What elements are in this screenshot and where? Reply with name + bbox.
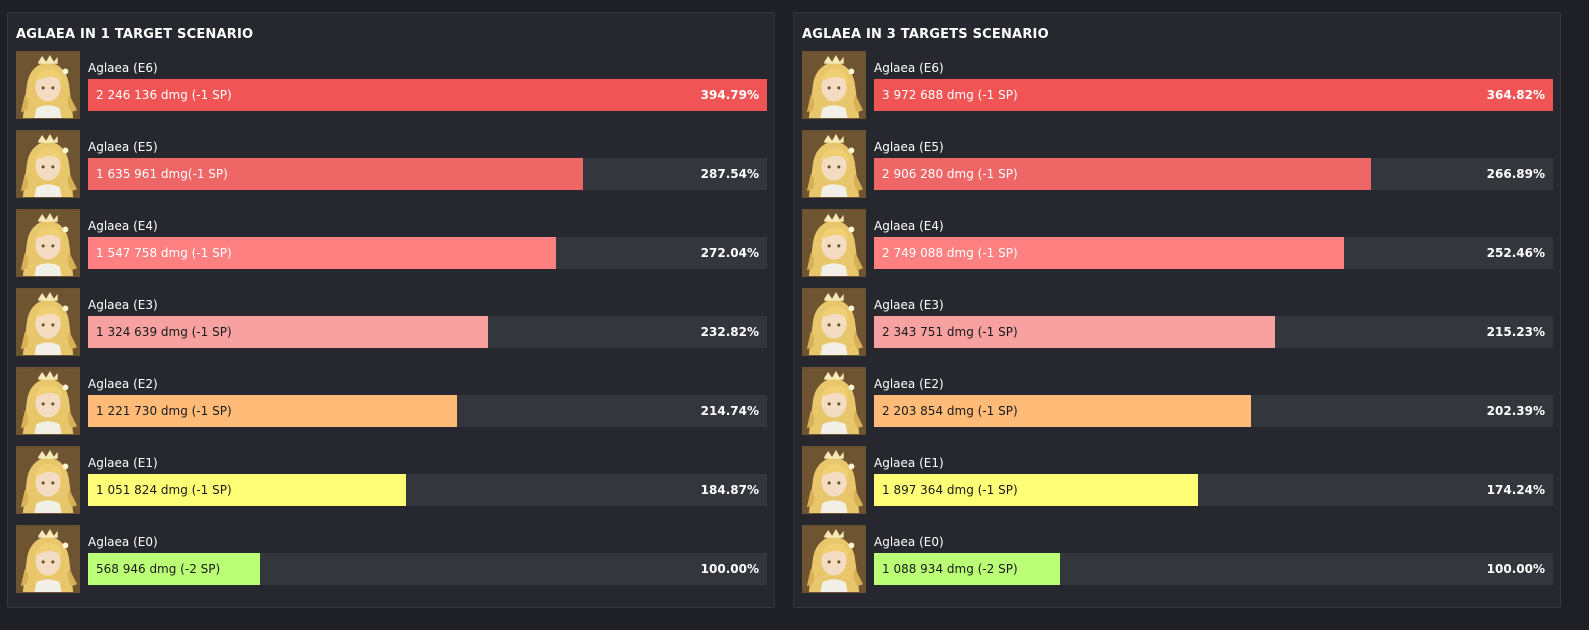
percent-label: 252.46% <box>1486 246 1545 260</box>
bar <box>88 553 260 585</box>
bar-track: 568 946 dmg (-2 SP) 100.00% <box>88 553 767 585</box>
category-label: Aglaea (E3) <box>88 298 158 312</box>
character-avatar-icon <box>16 130 80 198</box>
percent-label: 394.79% <box>700 88 759 102</box>
bar-track: 2 343 751 dmg (-1 SP) 215.23% <box>874 316 1553 348</box>
value-label: 2 203 854 dmg (-1 SP) <box>882 404 1018 418</box>
character-avatar-icon <box>16 446 80 514</box>
category-label: Aglaea (E6) <box>88 61 158 75</box>
character-avatar-icon <box>802 51 866 119</box>
category-label: Aglaea (E5) <box>874 140 944 154</box>
bar-track: 1 221 730 dmg (-1 SP) 214.74% <box>88 395 767 427</box>
bar <box>88 395 458 427</box>
character-avatar-icon <box>802 367 866 435</box>
value-label: 2 343 751 dmg (-1 SP) <box>882 325 1018 339</box>
value-label: 568 946 dmg (-2 SP) <box>96 562 221 576</box>
value-label: 1 221 730 dmg (-1 SP) <box>96 404 232 418</box>
value-label: 1 088 934 dmg (-2 SP) <box>882 562 1018 576</box>
bar-track: 2 906 280 dmg (-1 SP) 266.89% <box>874 158 1553 190</box>
percent-label: 100.00% <box>700 562 759 576</box>
category-label: Aglaea (E4) <box>874 219 944 233</box>
bar <box>874 79 1553 111</box>
bar <box>88 237 556 269</box>
character-avatar-icon <box>16 209 80 277</box>
panel-3-targets: AGLAEA IN 3 TARGETS SCENARIO Aglaea (E6)… <box>793 12 1561 608</box>
value-label: 1 051 824 dmg (-1 SP) <box>96 483 232 497</box>
percent-label: 214.74% <box>700 404 759 418</box>
bar-track: 3 972 688 dmg (-1 SP) 364.82% <box>874 79 1553 111</box>
bar <box>874 395 1251 427</box>
bar <box>88 79 767 111</box>
character-avatar-icon <box>16 51 80 119</box>
character-avatar-icon <box>16 288 80 356</box>
percent-label: 266.89% <box>1486 167 1545 181</box>
category-label: Aglaea (E4) <box>88 219 158 233</box>
character-avatar-icon <box>802 209 866 277</box>
value-label: 1 547 758 dmg (-1 SP) <box>96 246 232 260</box>
value-label: 2 749 088 dmg (-1 SP) <box>882 246 1018 260</box>
bar <box>874 553 1061 585</box>
category-label: Aglaea (E6) <box>874 61 944 75</box>
percent-label: 215.23% <box>1486 325 1545 339</box>
category-label: Aglaea (E5) <box>88 140 158 154</box>
panel-title: AGLAEA IN 1 TARGET SCENARIO <box>16 27 254 42</box>
bar-track: 1 635 961 dmg(-1 SP) 287.54% <box>88 158 767 190</box>
category-label: Aglaea (E1) <box>88 456 158 470</box>
character-avatar-icon <box>802 525 866 593</box>
bar-track: 1 088 934 dmg (-2 SP) 100.00% <box>874 553 1553 585</box>
bar <box>874 158 1371 190</box>
panel-1-target: AGLAEA IN 1 TARGET SCENARIO Aglaea (E6) 2… <box>7 12 775 608</box>
character-avatar-icon <box>802 446 866 514</box>
percent-label: 202.39% <box>1486 404 1545 418</box>
category-label: Aglaea (E2) <box>88 377 158 391</box>
value-label: 1 324 639 dmg (-1 SP) <box>96 325 232 339</box>
bar-track: 1 547 758 dmg (-1 SP) 272.04% <box>88 237 767 269</box>
bar-track: 2 246 136 dmg (-1 SP) 394.79% <box>88 79 767 111</box>
category-label: Aglaea (E0) <box>88 535 158 549</box>
percent-label: 272.04% <box>700 246 759 260</box>
category-label: Aglaea (E3) <box>874 298 944 312</box>
percent-label: 174.24% <box>1486 483 1545 497</box>
percent-label: 184.87% <box>700 483 759 497</box>
bar <box>874 474 1199 506</box>
bar-track: 1 324 639 dmg (-1 SP) 232.82% <box>88 316 767 348</box>
bar <box>874 237 1344 269</box>
bar <box>88 158 583 190</box>
category-label: Aglaea (E1) <box>874 456 944 470</box>
percent-label: 232.82% <box>700 325 759 339</box>
character-avatar-icon <box>16 367 80 435</box>
bar <box>88 316 489 348</box>
bar-track: 2 203 854 dmg (-1 SP) 202.39% <box>874 395 1553 427</box>
bar <box>874 316 1275 348</box>
percent-label: 100.00% <box>1486 562 1545 576</box>
character-avatar-icon <box>802 130 866 198</box>
panel-title: AGLAEA IN 3 TARGETS SCENARIO <box>802 27 1049 42</box>
percent-label: 287.54% <box>700 167 759 181</box>
value-label: 2 246 136 dmg (-1 SP) <box>96 88 232 102</box>
character-avatar-icon <box>16 525 80 593</box>
bar-track: 1 897 364 dmg (-1 SP) 174.24% <box>874 474 1553 506</box>
value-label: 1 635 961 dmg(-1 SP) <box>96 167 228 181</box>
bar-track: 1 051 824 dmg (-1 SP) 184.87% <box>88 474 767 506</box>
bar-track: 2 749 088 dmg (-1 SP) 252.46% <box>874 237 1553 269</box>
category-label: Aglaea (E0) <box>874 535 944 549</box>
value-label: 3 972 688 dmg (-1 SP) <box>882 88 1018 102</box>
value-label: 1 897 364 dmg (-1 SP) <box>882 483 1018 497</box>
percent-label: 364.82% <box>1486 88 1545 102</box>
value-label: 2 906 280 dmg (-1 SP) <box>882 167 1018 181</box>
category-label: Aglaea (E2) <box>874 377 944 391</box>
character-avatar-icon <box>802 288 866 356</box>
bar <box>88 474 406 506</box>
